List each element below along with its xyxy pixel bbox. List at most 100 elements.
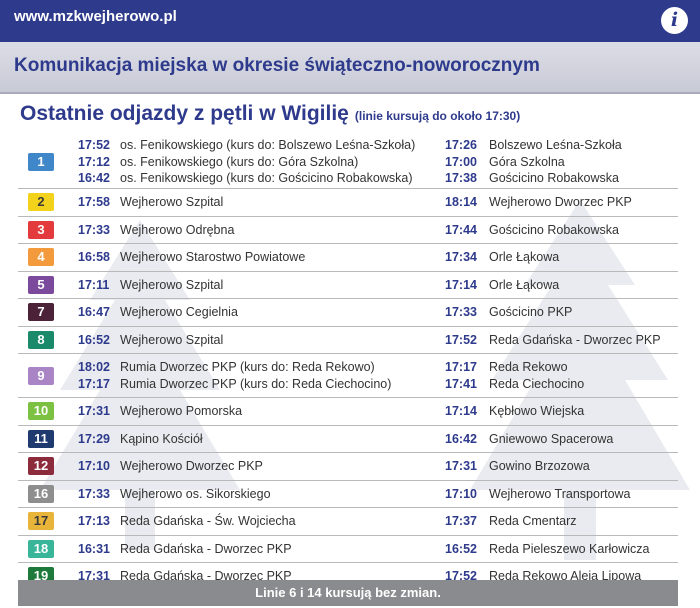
departure-entry: 16:52 Wejherowo Szpital: [78, 333, 223, 347]
line-badge[interactable]: 17: [28, 512, 54, 531]
departure-entry: 17:52 os. Fenikowskiego (kurs do: Bolszew…: [78, 138, 415, 152]
destination-name: Kąpino Kościół: [120, 431, 203, 446]
departure-time: 18:02: [78, 360, 110, 374]
destination-name: Reda Gdańska - Dworzec PKP: [120, 541, 292, 556]
departure-time: 16:31: [78, 541, 110, 556]
table-row: 3 17:33 Wejherowo Odrębna 17:44 Gościcino Ro…: [18, 217, 678, 244]
departure-entry: 17:31 Reda Gdańska - Dworzec PKP: [78, 569, 292, 583]
table-row: 16 17:33 Wejherowo os. Sikorskiego 17:10 Wej…: [18, 481, 678, 508]
line-badge[interactable]: 1: [28, 153, 54, 171]
return-entry: 17:37 Reda Cmentarz: [445, 514, 577, 528]
return-entry: 16:42 Gniewowo Spacerowa: [445, 432, 613, 446]
section-heading: Ostatnie odjazdy z pętli w Wigilię (linie…: [20, 102, 520, 126]
departure-entry: 17:58 Wejherowo Szpital: [78, 195, 223, 209]
return-entry: 17:52 Reda Gdańska - Dworzec PKP: [445, 333, 661, 347]
return-entry: 17:38 Gościcino Robakowska: [445, 171, 619, 185]
departure-entry: 17:33 Wejherowo os. Sikorskiego: [78, 487, 271, 501]
destination-name: Gniewowo Spacerowa: [489, 431, 614, 446]
return-entry: 17:26 Bolszewo Leśna-Szkoła: [445, 138, 622, 152]
table-row: 17 17:13 Reda Gdańska - Św. Wojciecha 17:37…: [18, 508, 678, 536]
return-entry: 17:52 Reda Rekowo Aleja Lipowa: [445, 569, 641, 583]
line-badge[interactable]: 12: [28, 457, 54, 476]
destination-name: Reda Cmentarz: [489, 514, 577, 528]
departure-time: 17:13: [78, 514, 110, 528]
table-row: 5 17:11 Wejherowo Szpital 17:14 Orle Łąkowa: [18, 272, 678, 299]
departure-time: 16:58: [78, 250, 110, 264]
line-badge[interactable]: 11: [28, 429, 54, 448]
destination-name: Orle Łąkowa: [489, 277, 560, 292]
table-row: 12 17:10 Wejherowo Dworzec PKP 17:31 Gowino …: [18, 453, 678, 481]
destination-name: os. Fenikowskiego (kurs do: Bolszewo Leś…: [120, 138, 416, 153]
destination-name: Wejherowo Pomorska: [120, 404, 243, 418]
line-badge[interactable]: 7: [28, 303, 54, 322]
return-entry: 17:33 Gościcino PKP: [445, 305, 572, 319]
departure-time: 17:31: [445, 459, 477, 473]
table-row: 7 16:47 Wejherowo Cegielnia 17:33 Gościcino …: [18, 299, 678, 327]
departure-entry: 16:42 os. Fenikowskiego (kurs do: Gościci…: [78, 171, 412, 185]
destination-name: Wejherowo Cegielnia: [120, 305, 238, 319]
departure-time: 17:29: [78, 431, 110, 446]
destination-name: Gościcino Robakowska: [489, 171, 619, 186]
departure-entry: 17:29 Kąpino Kościół: [78, 432, 203, 446]
section-title: Ostatnie odjazdy z pętli w Wigilię: [20, 102, 349, 125]
footer-note: Linie 6 i 14 kursują bez zmian.: [18, 580, 678, 606]
subheader-bar: Komunikacja miejska w okresie świąteczno…: [0, 42, 700, 94]
destination-name: Reda Rekowo Aleja Lipowa: [489, 569, 642, 583]
departure-entry: 17:33 Wejherowo Odrębna: [78, 223, 234, 237]
destination-name: Rumia Dworzec PKP (kurs do: Reda Rekowo): [120, 360, 375, 374]
line-badge[interactable]: 16: [28, 484, 54, 503]
departure-time: 17:12: [78, 154, 110, 169]
line-badge[interactable]: 4: [28, 248, 54, 267]
table-row: 19 17:31 Reda Gdańska - Dworzec PKP 17:52 Re…: [18, 563, 678, 591]
return-entry: 17:14 Orle Łąkowa: [445, 278, 559, 292]
destination-name: Wejherowo Dworzec PKP: [489, 195, 632, 209]
departure-entry: 17:12 os. Fenikowskiego (kurs do: Góra Sz…: [78, 155, 358, 169]
destination-name: Reda Rekowo: [489, 360, 568, 374]
departure-entry: 16:31 Reda Gdańska - Dworzec PKP: [78, 542, 292, 556]
line-badge[interactable]: 18: [28, 539, 54, 558]
departure-time: 17:34: [445, 250, 477, 264]
destination-name: Wejherowo Dworzec PKP: [120, 459, 263, 473]
top-bar: www.mzkwejherowo.pl i: [0, 0, 700, 42]
destination-name: Gowino Brzozowa: [489, 459, 590, 473]
departure-time: 17:14: [445, 404, 477, 418]
departure-time: 17:26: [445, 138, 477, 153]
departure-time: 17:58: [78, 195, 110, 209]
return-entry: 17:44 Gościcino Robakowska: [445, 223, 619, 237]
table-row: 4 16:58 Wejherowo Starostwo Powiatowe 17:34…: [18, 244, 678, 272]
departure-time: 17:11: [78, 277, 110, 292]
departure-time: 17:52: [445, 332, 477, 347]
departure-time: 17:41: [445, 376, 477, 391]
line-badge[interactable]: 2: [28, 193, 54, 212]
departure-time: 17:38: [445, 171, 477, 186]
departure-entry: 16:58 Wejherowo Starostwo Powiatowe: [78, 250, 305, 264]
departure-time: 18:14: [445, 195, 477, 209]
table-row: 11 17:29 Kąpino Kościół 16:42 Gniewowo Space…: [18, 426, 678, 453]
destination-name: Wejherowo Transportowa: [489, 486, 631, 501]
info-icon[interactable]: i: [661, 7, 688, 34]
destination-name: Kębłowo Wiejska: [489, 404, 585, 418]
line-badge[interactable]: 3: [28, 220, 54, 239]
table-row: 2 17:58 Wejherowo Szpital 18:14 Wejherowo Dw…: [18, 189, 678, 217]
return-entry: 17:17 Reda Rekowo: [445, 360, 568, 374]
site-url[interactable]: www.mzkwejherowo.pl: [14, 8, 177, 25]
destination-name: Góra Szkolna: [489, 154, 565, 169]
departure-time: 17:33: [78, 222, 110, 237]
departure-time: 17:14: [445, 277, 477, 292]
line-badge[interactable]: 9: [28, 366, 54, 385]
departure-time: 17:10: [445, 486, 477, 501]
destination-name: Wejherowo Szpital: [120, 332, 224, 347]
section-note: (linie kursują do około 17:30): [354, 109, 521, 123]
line-badge[interactable]: 8: [28, 330, 54, 349]
departure-time: 16:52: [78, 332, 110, 347]
departure-time: 16:42: [445, 431, 477, 446]
destination-name: Reda Gdańska - Dworzec PKP: [489, 332, 661, 347]
schedule-table: 1 17:52 os. Fenikowskiego (kurs do: Bolsze…: [18, 136, 678, 591]
destination-name: Wejherowo Odrębna: [120, 222, 235, 237]
line-badge[interactable]: 10: [28, 402, 54, 421]
page-subtitle: Komunikacja miejska w okresie świąteczno…: [14, 55, 540, 76]
destination-name: Bolszewo Leśna-Szkoła: [489, 138, 622, 153]
return-entry: 17:14 Kębłowo Wiejska: [445, 404, 584, 418]
line-badge[interactable]: 5: [28, 275, 54, 294]
return-entry: 17:31 Gowino Brzozowa: [445, 459, 590, 473]
